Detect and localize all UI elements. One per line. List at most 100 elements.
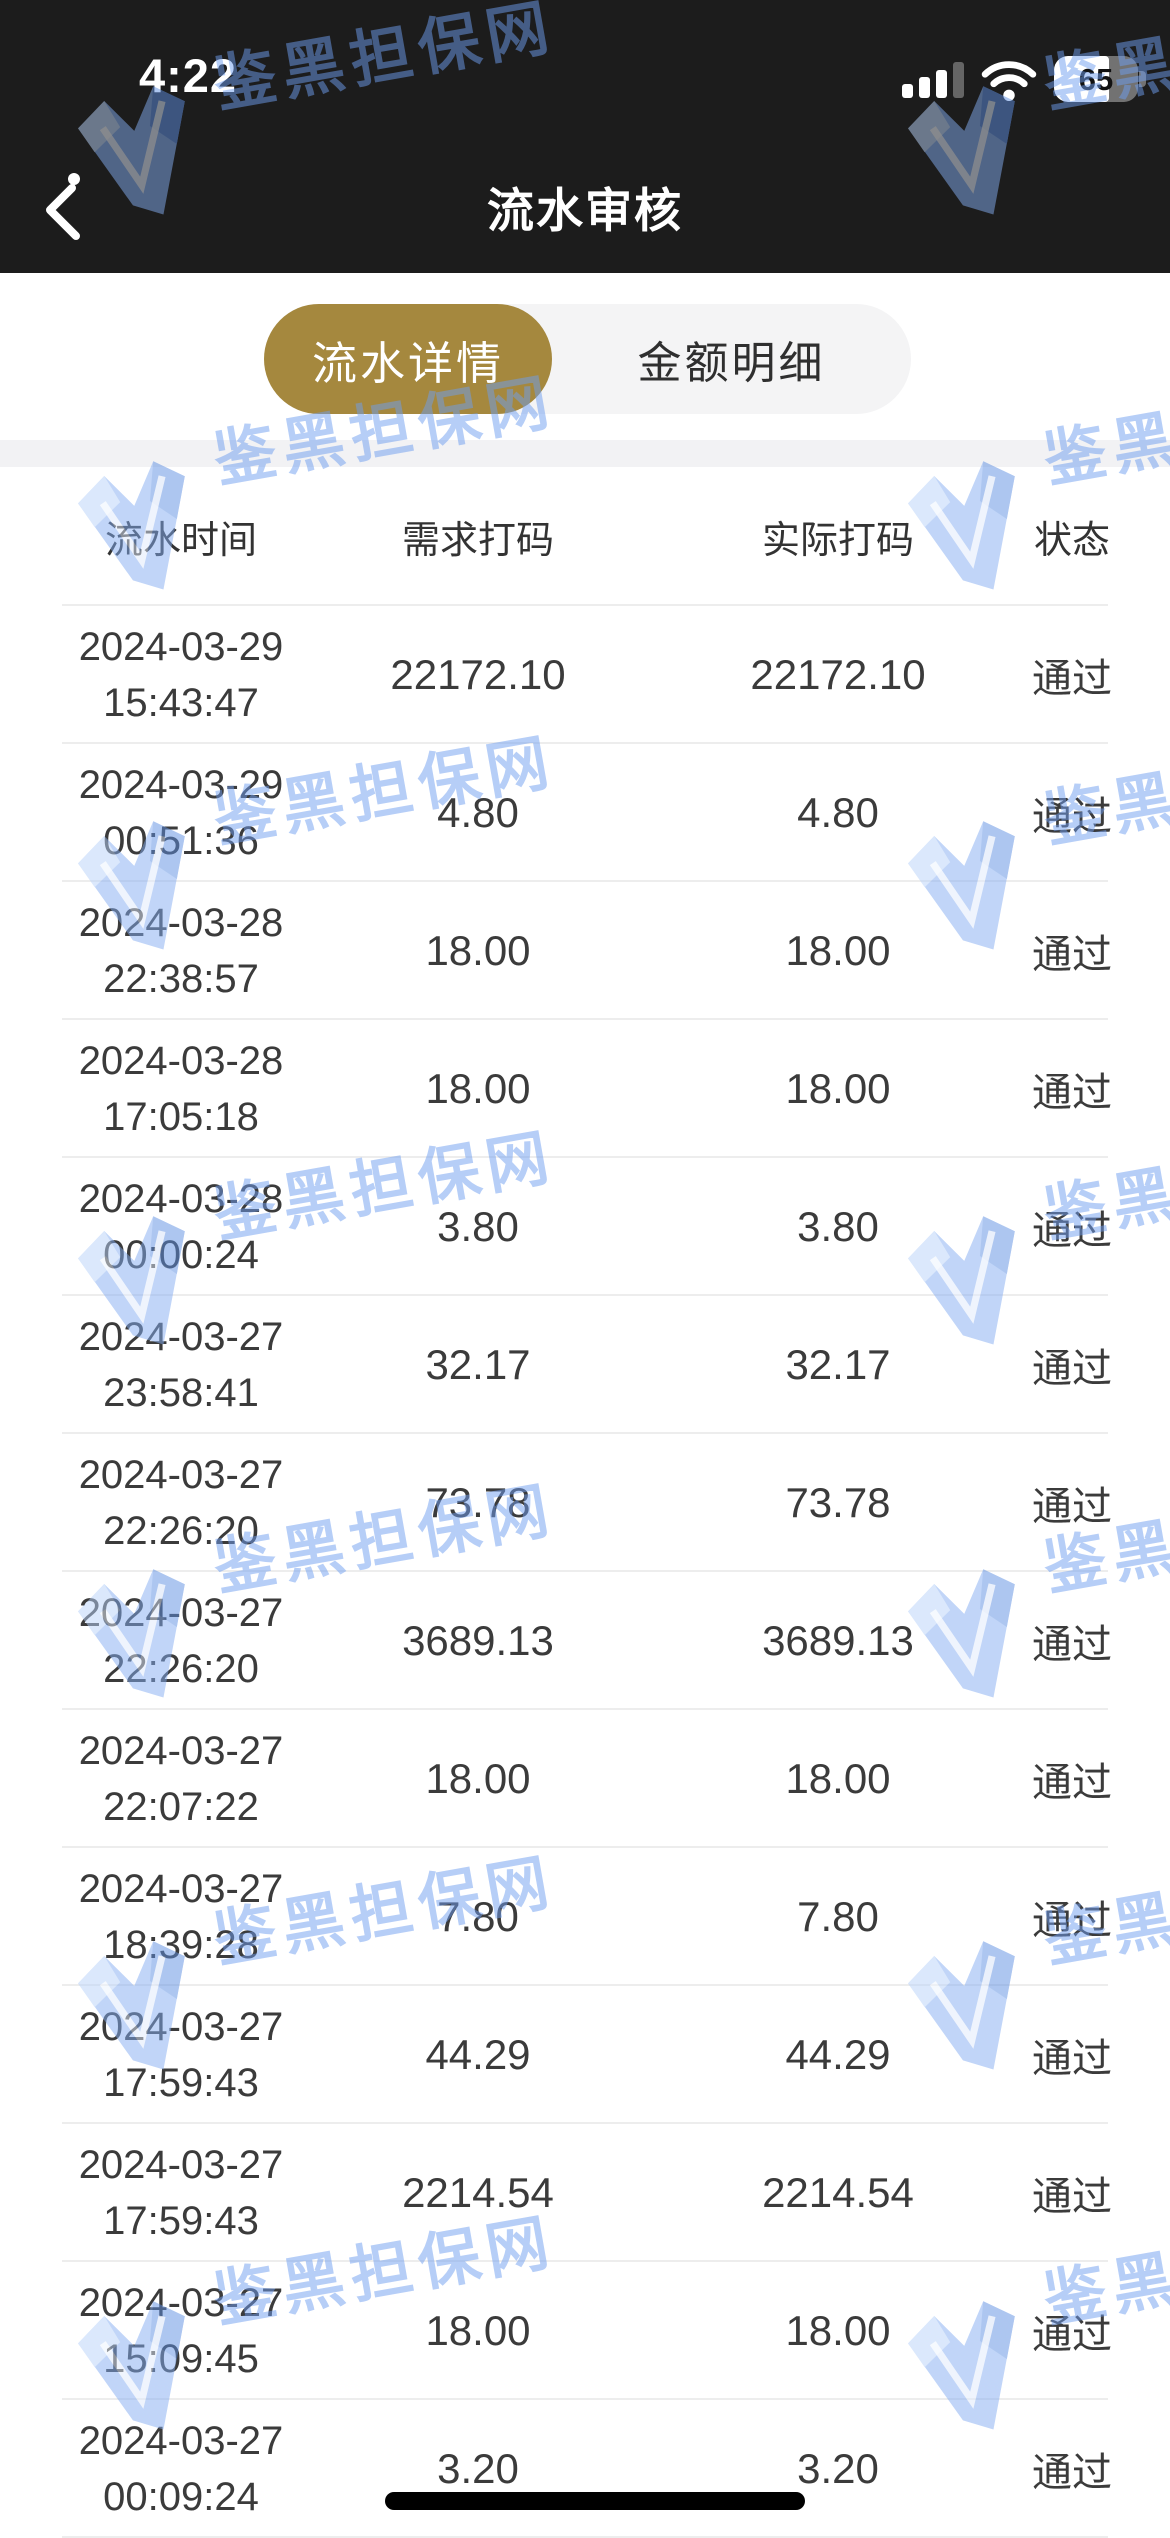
- flow-date: 2024-03-28: [78, 901, 284, 945]
- cell-flow-time: 2024-03-28 00:00:24: [20, 1171, 342, 1283]
- battery-fill: [1054, 56, 1109, 102]
- wifi-icon: [981, 61, 1037, 102]
- cell-actual-amount: 4.80: [797, 789, 879, 836]
- cell-actual-amount: 32.17: [785, 1341, 891, 1388]
- cell-status-passed: 通过: [1032, 933, 1112, 977]
- cell-flow-time: 2024-03-27 18:39:28: [20, 1861, 342, 1973]
- cell-flow-time: 2024-03-27 00:09:24: [20, 2413, 342, 2525]
- cell-actual-amount: 22172.10: [750, 651, 926, 698]
- flow-time: 17:59:43: [103, 2061, 259, 2105]
- header-flow-time: 流水时间: [104, 520, 257, 562]
- flow-date: 2024-03-29: [78, 763, 284, 807]
- tab-switcher: 流水详情 金额明细: [264, 304, 911, 414]
- table-row: 2024-03-29 00:51:36 4.80 4.80 通过: [0, 744, 1170, 882]
- cell-need-amount: 18.00: [425, 2307, 531, 2354]
- cell-status-passed: 通过: [1032, 1623, 1112, 1667]
- cell-need-amount: 18.00: [425, 927, 531, 974]
- back-button[interactable]: [34, 170, 94, 246]
- cell-flow-time: 2024-03-29 00:51:36: [20, 757, 342, 869]
- flow-time: 15:09:45: [103, 2337, 259, 2381]
- flow-time: 17:05:18: [103, 1095, 259, 1139]
- flow-table: 流水时间 需求打码 实际打码 状态 2024-03-29 15:43:47 22…: [0, 467, 1170, 2538]
- home-indicator[interactable]: [385, 2492, 805, 2510]
- flow-date: 2024-03-28: [78, 1177, 284, 1221]
- cell-flow-time: 2024-03-27 15:09:45: [20, 2275, 342, 2387]
- cell-need-amount: 32.17: [425, 1341, 531, 1388]
- cell-actual-amount: 3.20: [797, 2445, 879, 2492]
- cell-status-passed: 通过: [1032, 1209, 1112, 1253]
- cell-actual-amount: 73.78: [785, 1479, 891, 1526]
- flow-date: 2024-03-27: [78, 2419, 284, 2463]
- table-row: 2024-03-27 17:59:43 44.29 44.29 通过: [0, 1986, 1170, 2124]
- cell-status-passed: 通过: [1032, 657, 1112, 701]
- flow-date: 2024-03-27: [78, 1453, 284, 1497]
- flow-time: 22:26:20: [103, 1647, 259, 1691]
- cell-need-amount: 7.80: [437, 1893, 519, 1940]
- flow-time: 00:09:24: [103, 2475, 259, 2519]
- flow-time: 22:26:20: [103, 1509, 259, 1553]
- cell-need-amount: 18.00: [425, 1065, 531, 1112]
- status-time: 4:22: [138, 49, 238, 102]
- cell-flow-time: 2024-03-27 17:59:43: [20, 2137, 342, 2249]
- table-row: 2024-03-27 22:07:22 18.00 18.00 通过: [0, 1710, 1170, 1848]
- cell-need-amount: 3.20: [437, 2445, 519, 2492]
- content-card: 流水详情 金额明细: [0, 273, 1170, 440]
- table-row: 2024-03-29 15:43:47 22172.10 22172.10 通过: [0, 606, 1170, 744]
- cell-flow-time: 2024-03-27 22:07:22: [20, 1723, 342, 1835]
- flow-date: 2024-03-27: [78, 1591, 284, 1635]
- cell-flow-time: 2024-03-27 22:26:20: [20, 1447, 342, 1559]
- flow-date: 2024-03-27: [78, 1867, 284, 1911]
- cell-status-passed: 通过: [1032, 2037, 1112, 2081]
- cell-actual-amount: 3689.13: [762, 1617, 914, 1664]
- flow-time: 22:07:22: [103, 1785, 259, 1829]
- cell-flow-time: 2024-03-29 15:43:47: [20, 619, 342, 731]
- table-row: 2024-03-27 18:39:28 7.80 7.80 通过: [0, 1848, 1170, 1986]
- cell-status-passed: 通过: [1032, 2175, 1112, 2219]
- cell-actual-amount: 44.29: [785, 2031, 891, 2078]
- flow-date: 2024-03-27: [78, 1729, 284, 1773]
- status-icons: 65: [902, 52, 1146, 102]
- cell-flow-time: 2024-03-28 17:05:18: [20, 1033, 342, 1145]
- table-row: 2024-03-27 22:26:20 73.78 73.78 通过: [0, 1434, 1170, 1572]
- table-header-row: 流水时间 需求打码 实际打码 状态: [0, 467, 1170, 606]
- tab-amount-detail[interactable]: 金额明细: [637, 339, 826, 388]
- cell-need-amount: 22172.10: [390, 651, 566, 698]
- page-title: 流水审核: [487, 184, 683, 237]
- header-need-amount: 需求打码: [401, 520, 554, 562]
- flow-date: 2024-03-27: [78, 2281, 284, 2325]
- cell-status-passed: 通过: [1032, 1347, 1112, 1391]
- cell-need-amount: 3689.13: [402, 1617, 554, 1664]
- flow-time: 18:39:28: [103, 1923, 259, 1967]
- table-row: 2024-03-27 23:58:41 32.17 32.17 通过: [0, 1296, 1170, 1434]
- cell-status-passed: 通过: [1032, 1761, 1112, 1805]
- flow-date: 2024-03-27: [78, 2005, 284, 2049]
- table-row: 2024-03-28 00:00:24 3.80 3.80 通过: [0, 1158, 1170, 1296]
- flow-time: 00:00:24: [103, 1233, 259, 1277]
- cell-flow-time: 2024-03-27 22:26:20: [20, 1585, 342, 1697]
- cell-status-passed: 通过: [1032, 1899, 1112, 1943]
- cell-actual-amount: 7.80: [797, 1893, 879, 1940]
- cell-need-amount: 44.29: [425, 2031, 531, 2078]
- cell-actual-amount: 18.00: [785, 2307, 891, 2354]
- header-status: 状态: [1033, 520, 1110, 562]
- cell-actual-amount: 18.00: [785, 1065, 891, 1112]
- flow-time: 00:51:36: [103, 819, 259, 863]
- table-row: 2024-03-27 00:09:24 3.20 3.20 通过: [0, 2400, 1170, 2538]
- battery-percent: 65: [1078, 62, 1114, 97]
- cell-flow-time: 2024-03-28 22:38:57: [20, 895, 342, 1007]
- cell-need-amount: 3.80: [437, 1203, 519, 1250]
- cell-actual-amount: 2214.54: [762, 2169, 914, 2216]
- tab-flow-detail[interactable]: 流水详情: [264, 304, 552, 414]
- table-row: 2024-03-27 17:59:43 2214.54 2214.54 通过: [0, 2124, 1170, 2262]
- cell-status-passed: 通过: [1032, 1485, 1112, 1529]
- flow-date: 2024-03-29: [78, 625, 284, 669]
- battery-icon: 65: [1054, 56, 1146, 102]
- flow-time: 22:38:57: [103, 957, 259, 1001]
- cell-actual-amount: 3.80: [797, 1203, 879, 1250]
- table-row: 2024-03-28 17:05:18 18.00 18.00 通过: [0, 1020, 1170, 1158]
- flow-date: 2024-03-27: [78, 2143, 284, 2187]
- flow-time: 23:58:41: [103, 1371, 259, 1415]
- cell-actual-amount: 18.00: [785, 927, 891, 974]
- signal-strength-icon: [902, 58, 964, 102]
- cell-need-amount: 18.00: [425, 1755, 531, 1802]
